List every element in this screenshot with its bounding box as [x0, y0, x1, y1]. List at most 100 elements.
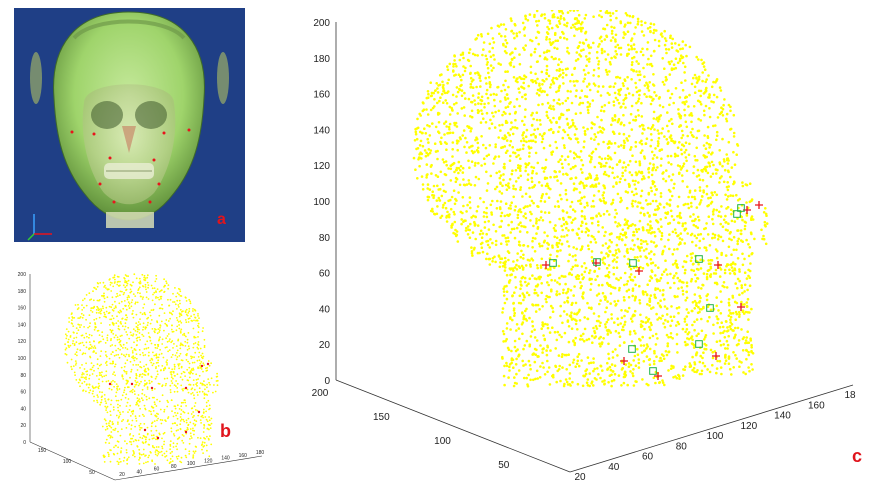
point-cloud-dot: [173, 434, 176, 437]
point-cloud-dot: [642, 228, 645, 232]
point-cloud-dot: [579, 202, 582, 205]
point-cloud-dot: [723, 160, 726, 163]
point-cloud-dot: [427, 148, 431, 151]
point-cloud-dot: [122, 418, 125, 421]
point-cloud-dot: [185, 421, 188, 424]
point-cloud-dot: [592, 68, 596, 72]
point-cloud-dot: [669, 198, 672, 202]
point-cloud-dot: [83, 326, 85, 328]
point-cloud-dot: [636, 109, 640, 112]
point-cloud-dot: [464, 229, 468, 232]
point-cloud-dot: [124, 370, 126, 373]
point-cloud-dot: [683, 65, 687, 69]
point-cloud-dot: [493, 58, 496, 61]
point-cloud-dot: [453, 170, 456, 174]
point-cloud-dot: [134, 301, 137, 304]
point-cloud-dot: [136, 381, 139, 383]
point-cloud-dot: [565, 73, 568, 77]
point-cloud-dot: [715, 282, 719, 286]
point-cloud-dot: [601, 85, 605, 88]
point-cloud-dot: [583, 17, 587, 20]
point-cloud-dot: [658, 289, 662, 292]
point-cloud-dot: [684, 299, 687, 302]
point-cloud-dot: [154, 377, 157, 380]
point-cloud-dot: [186, 388, 189, 391]
point-cloud-dot: [713, 281, 717, 285]
point-cloud-dot: [744, 183, 748, 186]
point-cloud-dot: [512, 32, 515, 35]
point-cloud-dot: [553, 266, 556, 270]
point-cloud-dot: [660, 148, 664, 151]
point-cloud-dot: [430, 163, 433, 167]
point-cloud-dot: [173, 390, 176, 393]
point-cloud-dot: [148, 438, 151, 441]
point-cloud-dot: [85, 294, 88, 296]
point-cloud-dot: [456, 112, 459, 115]
point-cloud-dot: [665, 51, 668, 55]
point-cloud-dot: [624, 169, 627, 172]
point-cloud-dot: [578, 191, 582, 194]
point-cloud-dot: [110, 381, 113, 383]
point-cloud-dot: [513, 105, 516, 108]
point-cloud-dot: [116, 339, 119, 341]
point-cloud-dot: [580, 214, 584, 218]
point-cloud-dot: [113, 446, 115, 449]
point-cloud-dot: [153, 291, 156, 294]
point-cloud-dot: [176, 349, 179, 352]
point-cloud-dot: [473, 99, 476, 102]
point-cloud-dot: [512, 269, 515, 272]
point-cloud-dot: [149, 311, 151, 314]
point-cloud-dot: [208, 408, 210, 411]
point-cloud-dot: [479, 197, 482, 200]
point-cloud-dot: [603, 262, 607, 266]
point-cloud-dot: [656, 221, 660, 224]
point-cloud-dot: [505, 297, 509, 301]
point-cloud-dot: [65, 347, 68, 349]
point-cloud-dot: [132, 334, 134, 337]
point-cloud-dot: [105, 374, 107, 377]
point-cloud-dot: [202, 327, 205, 329]
point-cloud-dot: [731, 311, 735, 315]
point-cloud-dot: [536, 303, 540, 307]
point-cloud-dot: [208, 381, 211, 384]
point-cloud-dot: [570, 73, 574, 76]
point-cloud-dot: [524, 165, 528, 169]
point-cloud-dot: [681, 224, 684, 228]
point-cloud-dot: [578, 338, 582, 341]
point-cloud-dot: [125, 288, 128, 291]
point-cloud-dot: [560, 235, 563, 238]
point-cloud-dot: [746, 330, 749, 334]
point-cloud-dot: [158, 331, 161, 333]
point-cloud-dot: [583, 195, 586, 199]
point-cloud-dot: [68, 317, 70, 319]
point-cloud-dot: [138, 415, 141, 417]
point-cloud-dot: [733, 163, 737, 166]
point-cloud-dot: [127, 275, 129, 278]
point-cloud-dot: [197, 331, 200, 334]
point-cloud-dot: [104, 362, 107, 364]
point-cloud-dot: [72, 340, 74, 342]
point-cloud-dot: [486, 32, 490, 36]
point-cloud-dot: [503, 256, 507, 260]
point-cloud-dot: [725, 339, 729, 343]
point-cloud-dot: [527, 373, 530, 377]
point-cloud-dot: [572, 121, 575, 125]
point-cloud-dot: [531, 274, 534, 277]
point-cloud-dot: [85, 304, 88, 307]
point-cloud-dot: [471, 94, 475, 97]
point-cloud-dot: [502, 23, 506, 26]
point-cloud-dot: [488, 42, 492, 46]
point-cloud-dot: [709, 196, 712, 199]
point-cloud-dot: [650, 307, 653, 310]
point-cloud-dot: [647, 252, 651, 255]
point-cloud-dot: [119, 335, 122, 337]
point-cloud-dot: [176, 417, 179, 420]
point-cloud-dot: [473, 184, 477, 187]
point-cloud-dot: [646, 47, 649, 51]
point-cloud-dot: [125, 393, 128, 396]
point-cloud-dot: [511, 169, 514, 172]
point-cloud-dot: [596, 115, 599, 119]
point-cloud-dot: [120, 366, 123, 369]
point-cloud-dot: [633, 47, 636, 51]
point-cloud-dot: [207, 390, 210, 393]
